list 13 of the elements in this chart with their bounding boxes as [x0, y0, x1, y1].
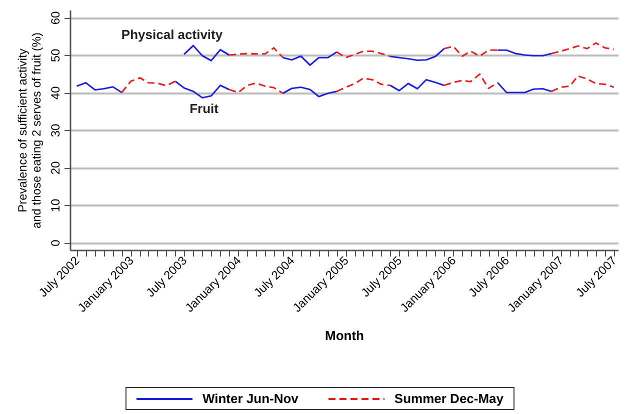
y-tick-label: 30: [48, 124, 62, 138]
annotation: Fruit: [190, 101, 220, 116]
legend-label: Summer Dec-May: [394, 391, 504, 406]
annotation: Physical activity: [121, 27, 224, 42]
y-axis-title: Prevalence of sufficient activity and those eating 2 serves of fruit (%): [16, 32, 44, 229]
y-tick-label: 0: [48, 239, 62, 246]
y-tick-label: 10: [48, 198, 62, 212]
y-tick-label: 20: [48, 161, 62, 175]
y-tick-label: 50: [48, 48, 62, 62]
y-tick-label: 60: [48, 11, 62, 25]
x-axis-title: Month: [325, 328, 364, 344]
legend-label: Winter Jun-Nov: [202, 391, 298, 406]
y-tick-label: 40: [48, 86, 62, 100]
